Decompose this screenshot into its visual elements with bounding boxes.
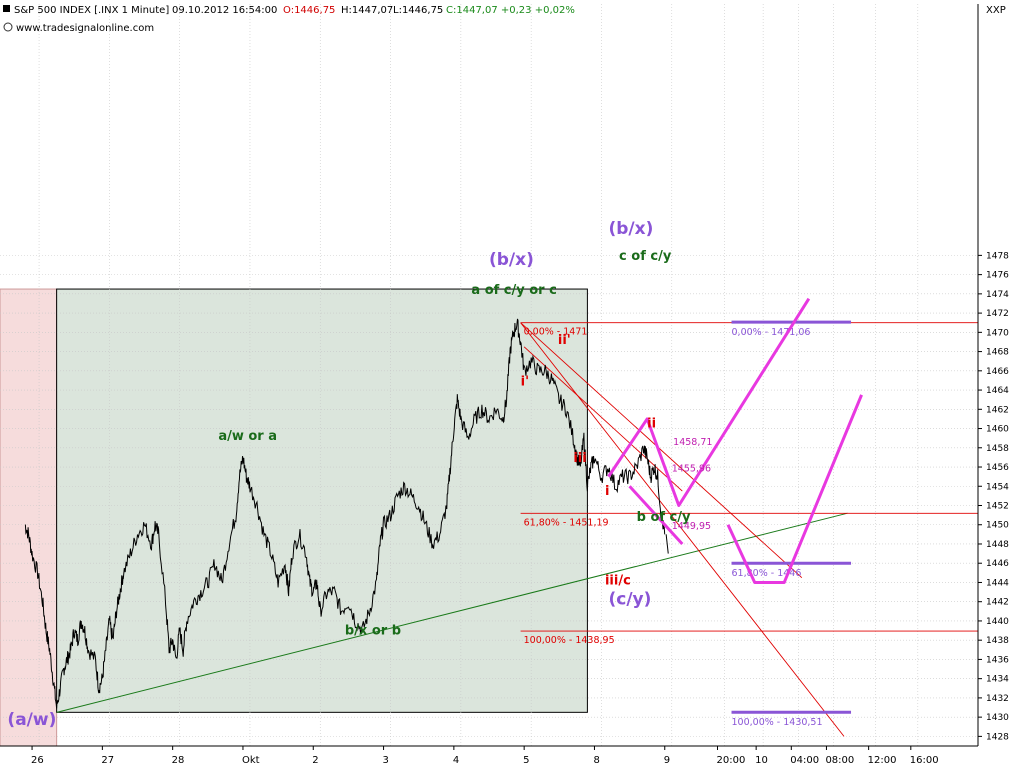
x-tick-label: Okt: [242, 755, 260, 766]
x-tick-label: 4: [453, 755, 459, 766]
y-tick-label: 1458: [986, 444, 1009, 454]
projection-level-label: 1455,96: [672, 463, 711, 474]
y-tick-label: 1434: [986, 675, 1009, 685]
wave-label: (a/w): [7, 710, 56, 730]
y-tick-label: 1432: [986, 694, 1009, 704]
y-tick-label: 1428: [986, 732, 1009, 742]
chart-datetime: 09.10.2012 16:54:00: [172, 5, 277, 16]
x-tick-label: 16:00: [910, 755, 939, 766]
wave-label: i: [605, 484, 609, 499]
y-tick-label: 1452: [986, 502, 1009, 512]
y-tick-label: 1456: [986, 463, 1009, 473]
x-tick-label: 9: [664, 755, 670, 766]
y-tick-label: 1444: [986, 578, 1009, 588]
x-tick-label: 28: [172, 755, 185, 766]
ohlc-open: O:1446,75: [283, 5, 335, 16]
wave-label: b/x or b: [345, 623, 401, 638]
wave-label: iii: [573, 451, 586, 466]
fib-red-label: 100,00% - 1438,95: [524, 635, 615, 646]
x-tick-label: 20:00: [716, 755, 745, 766]
source-label: www.tradesignalonline.com: [16, 23, 154, 34]
y-tick-label: 1472: [986, 309, 1009, 319]
x-tick-label: 5: [523, 755, 529, 766]
chart-header: S&P 500 INDEX [.INX 1 Minute] 09.10.2012…: [3, 5, 1006, 34]
y-tick-label: 1448: [986, 540, 1009, 550]
grid-lines: [0, 4, 978, 746]
projection-level-label: 1458,71: [673, 437, 712, 448]
chart-title: S&P 500 INDEX [.INX 1 Minute]: [14, 5, 169, 16]
projection-line: [726, 394, 863, 584]
copyright-icon: [3, 22, 13, 32]
y-tick-label: 1440: [986, 617, 1009, 627]
x-tick-label: 08:00: [825, 755, 854, 766]
chart-menu-icon[interactable]: [3, 5, 10, 12]
wave-label: (c/y): [608, 590, 651, 610]
green-region: [56, 288, 588, 713]
x-tick-label: 26: [31, 755, 44, 766]
y-tick-label: 1474: [986, 290, 1009, 300]
red-trendline: [520, 322, 803, 578]
y-tick-label: 1464: [986, 386, 1009, 396]
wave-label: ii': [558, 333, 571, 348]
wave-label: i': [521, 374, 529, 389]
projection-level-label: 1449,95: [672, 521, 711, 532]
symbol-tag: XXP: [986, 5, 1006, 16]
ohlc-low: L:1446,75: [393, 5, 443, 16]
wave-label: c of c/y: [619, 249, 672, 264]
wave-label: a/w or a: [218, 429, 277, 444]
x-tick-label: 2: [312, 755, 318, 766]
y-tick-label: 1442: [986, 598, 1009, 608]
x-tick-label: 27: [101, 755, 114, 766]
y-tick-label: 1438: [986, 636, 1009, 646]
y-tick-label: 1446: [986, 559, 1009, 569]
ohlc-close: C:1447,07 +0,23 +0,02%: [446, 5, 575, 16]
ohlc-high: H:1447,07: [341, 5, 393, 16]
pink-region: [0, 288, 58, 747]
fib-purple-label: 0,00% - 1471,06: [732, 327, 811, 338]
price-tail-line: [665, 534, 669, 554]
red-trendline: [520, 322, 845, 737]
fib-purple-label: 100,00% - 1430,51: [732, 717, 823, 728]
wave-label: a of c/y or c: [471, 283, 556, 298]
x-tick-label: 8: [593, 755, 599, 766]
clipped-lines: [520, 322, 845, 737]
fib-purple-label: 61,80% - 1446: [732, 568, 802, 579]
wave-label: (b/x): [489, 250, 534, 270]
y-tick-label: 1468: [986, 348, 1009, 358]
green-trendline: [56, 512, 848, 713]
y-tick-label: 1462: [986, 405, 1009, 415]
red-trendline: [523, 346, 683, 492]
y-tick-label: 1478: [986, 251, 1009, 261]
y-tick-label: 1470: [986, 328, 1009, 338]
wave-label: ii: [647, 417, 656, 432]
x-tick-label: 04:00: [790, 755, 819, 766]
projection-line: [628, 485, 684, 545]
y-tick-label: 1450: [986, 521, 1009, 531]
x-tick-label: 10: [755, 755, 768, 766]
y-tick-label: 1476: [986, 271, 1009, 281]
fib-red-label: 61,80% - 1451,19: [524, 517, 609, 528]
fib-red-label: 0,00% - 1471: [524, 327, 588, 338]
y-tick-label: 1460: [986, 425, 1009, 435]
x-tick-label: 3: [383, 755, 389, 766]
wave-label: b of c/y: [637, 510, 691, 525]
y-tick-label: 1466: [986, 367, 1009, 377]
y-tick-label: 1430: [986, 713, 1009, 723]
x-tick-label: 12:00: [868, 755, 897, 766]
projection-line: [607, 297, 811, 507]
wave-label: iii/c: [605, 573, 631, 588]
price-line: [24, 318, 666, 709]
y-tick-label: 1436: [986, 655, 1009, 665]
y-tick-label: 1454: [986, 482, 1009, 492]
wave-label: (b/x): [608, 219, 653, 239]
